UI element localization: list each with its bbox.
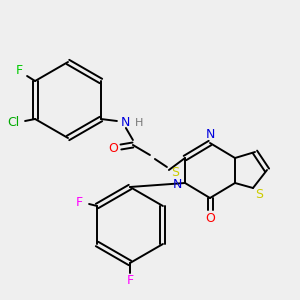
Text: O: O (108, 142, 118, 155)
Text: Cl: Cl (7, 116, 19, 130)
Text: F: F (76, 196, 83, 208)
Text: F: F (16, 64, 23, 77)
Text: O: O (205, 212, 215, 224)
Text: F: F (126, 274, 134, 287)
Text: S: S (171, 167, 179, 179)
Text: N: N (205, 128, 215, 142)
Text: H: H (135, 118, 143, 128)
Text: S: S (255, 188, 263, 200)
Text: N: N (172, 178, 182, 191)
Text: N: N (121, 116, 130, 130)
